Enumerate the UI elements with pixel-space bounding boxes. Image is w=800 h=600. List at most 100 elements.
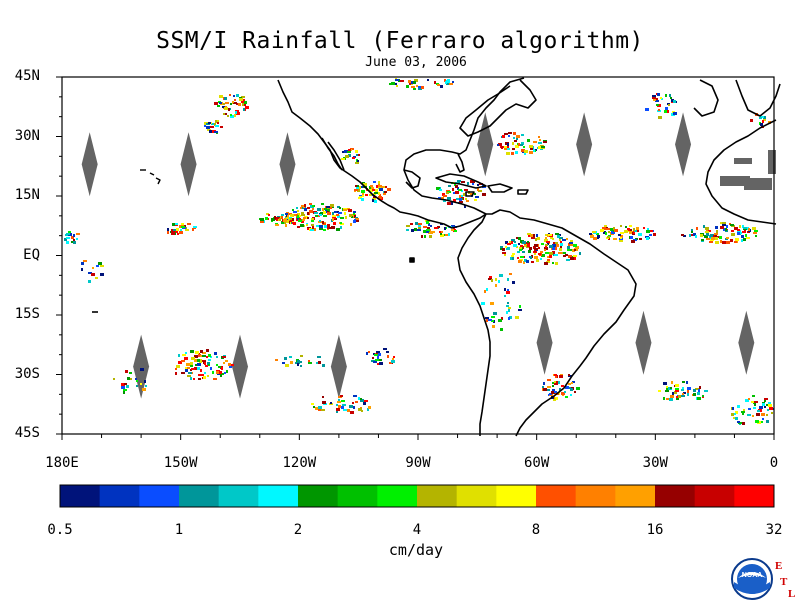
rain-pixel — [355, 218, 359, 220]
rain-pixel — [676, 396, 679, 398]
rain-pixel — [452, 81, 454, 83]
rain-pixel — [683, 392, 686, 394]
rain-pixel — [511, 255, 514, 258]
rain-pixel — [220, 126, 223, 128]
rain-pixel — [395, 79, 399, 81]
rain-pixel — [229, 94, 231, 96]
rain-pixel — [210, 126, 214, 128]
rain-pixel — [311, 403, 314, 405]
rain-pixel — [339, 207, 341, 209]
rain-pixel — [327, 224, 330, 227]
rain-pixel — [358, 397, 360, 400]
rain-pixel — [275, 359, 278, 361]
rain-pixel — [440, 233, 442, 235]
rain-pixel — [502, 252, 504, 254]
rain-pixel — [563, 255, 566, 257]
coast-yucatan — [403, 169, 421, 189]
rain-pixel — [714, 237, 718, 240]
rain-pixel — [306, 224, 308, 226]
rain-pixel — [466, 200, 469, 202]
rain-pixel — [513, 244, 517, 247]
rain-pixel — [207, 375, 209, 377]
coast-iberia — [693, 79, 719, 117]
rain-pixel — [76, 233, 80, 235]
rain-pixel — [173, 229, 177, 231]
no-data-gap — [330, 334, 347, 399]
rain-pixel — [375, 189, 378, 192]
rain-pixel — [436, 187, 440, 190]
rain-pixel — [590, 235, 594, 238]
rain-pixel — [290, 220, 292, 222]
rain-pixel — [243, 99, 245, 101]
rain-pixel — [323, 229, 326, 231]
rain-pixel — [379, 362, 383, 365]
rain-pixel — [610, 228, 613, 231]
rain-pixel — [552, 251, 555, 254]
rain-pixel — [597, 235, 600, 238]
rain-pixel — [136, 385, 138, 387]
rain-pixel — [764, 406, 766, 408]
rain-pixel — [533, 149, 535, 152]
colorbar-cell — [575, 485, 616, 507]
rain-pixel — [378, 353, 381, 356]
rain-pixel — [327, 226, 329, 229]
rain-pixel — [486, 319, 488, 322]
rain-pixel — [341, 406, 344, 409]
rain-pixel — [732, 407, 734, 410]
rain-pixel — [359, 186, 361, 189]
coast-greenland — [735, 79, 781, 117]
rain-pixel — [193, 378, 195, 380]
colorbar-tick-label: 4 — [412, 522, 422, 538]
rain-pixel — [624, 230, 628, 233]
rain-pixel — [309, 210, 313, 213]
rain-pixel — [574, 391, 576, 393]
rain-pixel — [715, 226, 718, 229]
rain-pixel — [353, 406, 355, 409]
rain-pixel — [360, 399, 364, 402]
rain-pixel — [292, 218, 294, 221]
rain-pixel — [670, 387, 672, 389]
rain-pixel — [361, 198, 364, 201]
rain-pixel — [292, 209, 294, 211]
rain-pixel — [528, 250, 531, 253]
rain-pixel — [434, 81, 436, 84]
rain-pixel — [491, 320, 494, 322]
rain-pixel — [512, 148, 515, 150]
rain-pixel — [544, 247, 548, 250]
rain-pixel — [673, 112, 677, 115]
rain-pixel — [290, 361, 293, 364]
rain-pixel — [353, 213, 355, 215]
rain-pixel — [560, 243, 563, 246]
rain-pixel — [199, 360, 202, 363]
rain-pixel — [364, 400, 368, 402]
rain-pixel — [620, 232, 624, 234]
rain-pixel — [317, 356, 321, 358]
rain-pixel — [297, 360, 300, 363]
rain-pixel — [338, 212, 342, 214]
rain-pixel — [245, 106, 249, 109]
rain-pixel — [507, 302, 509, 304]
rain-pixel — [703, 225, 705, 228]
rain-pixel — [301, 214, 305, 216]
rain-pixel — [645, 108, 649, 111]
rain-pixel — [754, 401, 758, 403]
rain-pixel — [611, 231, 615, 234]
rain-pixel — [544, 262, 548, 265]
rain-pixel — [545, 246, 547, 248]
rain-pixel — [290, 218, 293, 220]
rain-pixel — [411, 229, 414, 232]
rain-pixel — [663, 397, 665, 400]
rain-pixel — [352, 215, 355, 217]
rain-pixel — [546, 389, 550, 391]
rain-pixel — [76, 238, 78, 240]
rain-pixel — [223, 362, 225, 364]
rain-pixel — [281, 214, 284, 216]
colorbar-units: cm/day — [388, 541, 444, 559]
rain-pixel — [722, 241, 726, 244]
rain-pixel — [126, 385, 129, 388]
rain-pixel — [187, 375, 191, 377]
rain-pixel — [225, 113, 227, 115]
rain-pixel — [307, 207, 310, 209]
no-data-patch — [744, 178, 772, 190]
rain-pixel — [549, 393, 552, 395]
